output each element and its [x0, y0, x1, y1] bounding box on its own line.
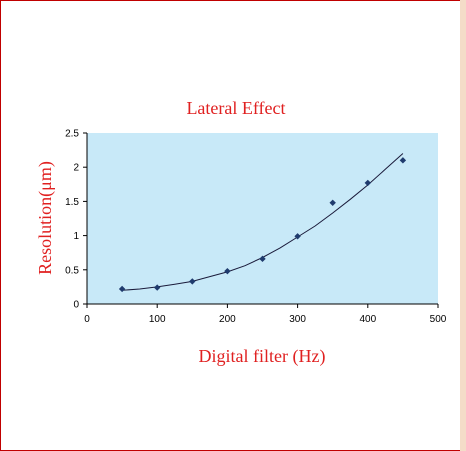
chart-title: Lateral Effect [186, 98, 285, 118]
x-axis-title: Digital filter (Hz) [199, 346, 326, 367]
data-point [259, 255, 266, 263]
y-axis-title: Resolution(μm) [35, 161, 56, 275]
data-point [189, 278, 196, 285]
data-point [118, 285, 126, 293]
x-tick-label: 0 [84, 314, 90, 325]
x-tick-label: 200 [219, 314, 236, 325]
data-point [329, 199, 336, 206]
data-points [118, 157, 407, 293]
y-tick-label: 0 [73, 300, 79, 311]
data-point [399, 157, 407, 164]
axes: 0 100 200 300 400 500 0 0.5 1 1.5 2 2.5 [65, 129, 447, 326]
y-tick-label: 1 [73, 231, 79, 242]
data-point [224, 267, 231, 275]
y-tick-label: 1.5 [65, 197, 79, 208]
y-tick-label: 2.5 [65, 129, 79, 140]
plot-area [87, 133, 438, 304]
data-point [154, 284, 161, 291]
x-tick-label: 300 [289, 314, 306, 325]
data-point [294, 233, 301, 240]
data-point [364, 179, 371, 187]
y-tick-label: 2 [73, 163, 79, 174]
x-tick-label: 500 [430, 314, 447, 325]
x-tick-label: 100 [149, 314, 166, 325]
x-tick-label: 400 [359, 314, 376, 325]
frame-edge [460, 0, 466, 451]
y-tick-label: 0.5 [65, 265, 79, 276]
